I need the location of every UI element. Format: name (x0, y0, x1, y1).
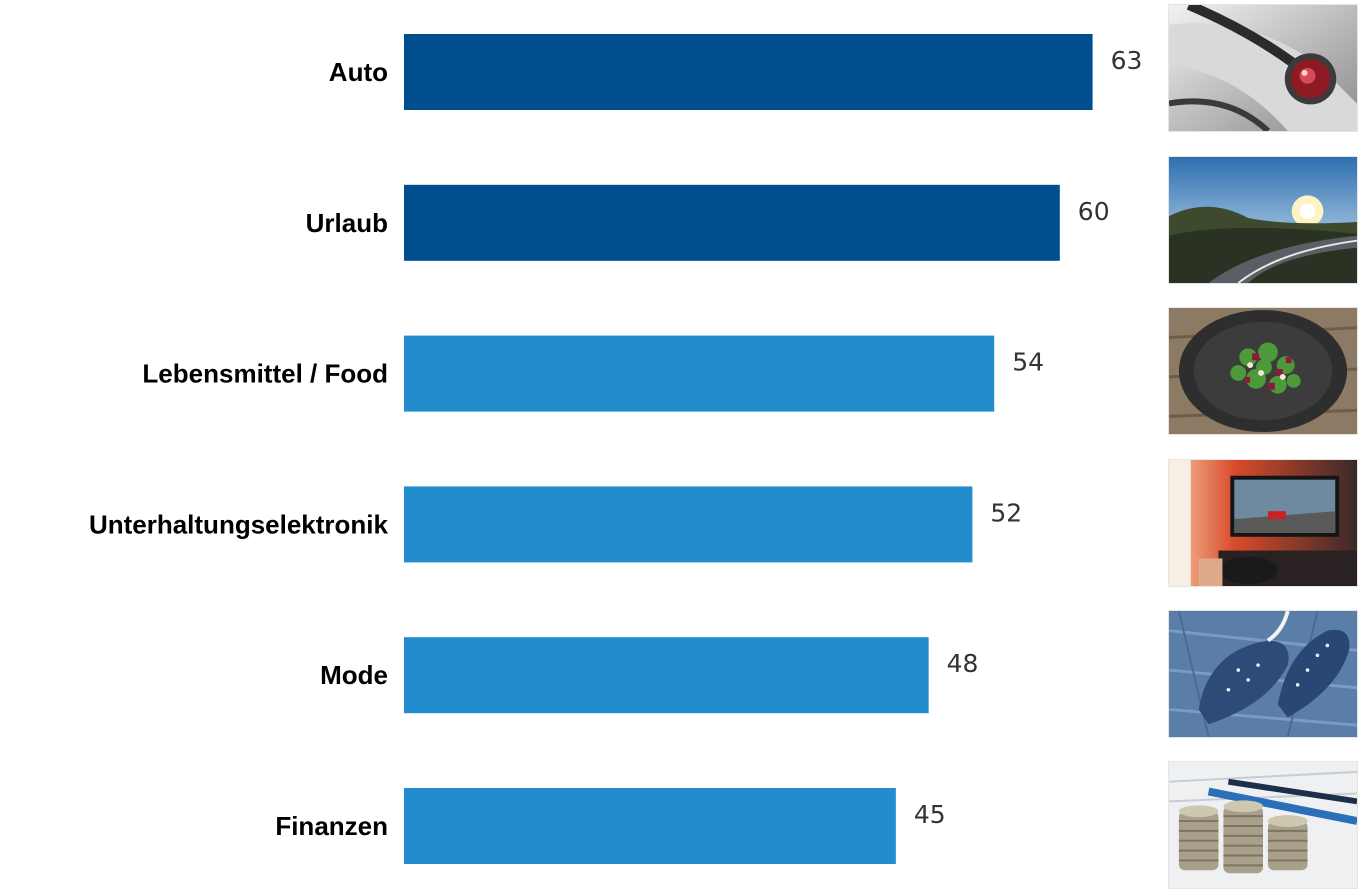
bar-unterhaltungselektronik (404, 486, 973, 563)
denim-shoes-photo (1168, 610, 1358, 738)
coins-pens-photo (1168, 761, 1358, 889)
value-label-unterhaltungselektronik: 52 (990, 498, 1022, 527)
category-label-mode: Mode (320, 660, 388, 690)
road-sunset-photo (1168, 156, 1358, 284)
salad-plate-photo (1168, 307, 1358, 435)
value-label-mode: 48 (947, 649, 979, 678)
value-label-auto: 63 (1111, 46, 1143, 75)
value-label-lebensmittel-food: 54 (1012, 348, 1044, 377)
category-label-urlaub: Urlaub (306, 208, 388, 238)
value-label-finanzen: 45 (914, 800, 946, 829)
bar-urlaub (404, 184, 1060, 261)
category-label-lebensmittel-food: Lebensmittel / Food (142, 359, 388, 389)
gaming-tv-photo (1168, 459, 1358, 587)
category-label-unterhaltungselektronik: Unterhaltungselektronik (89, 509, 389, 539)
car-taillight-photo (1168, 4, 1358, 132)
bar-auto (404, 34, 1093, 110)
category-label-finanzen: Finanzen (275, 811, 388, 841)
category-label-auto: Auto (329, 57, 388, 87)
bar-lebensmittel-food (404, 335, 995, 412)
bar-chart: Auto 63 Urlaub 60 Lebensmittel / Food 54 Unter… (89, 34, 1143, 864)
category-thumbnails (1168, 0, 1358, 889)
bar-mode (404, 637, 929, 714)
bar-finanzen (404, 788, 896, 864)
value-label-urlaub: 60 (1078, 197, 1110, 226)
